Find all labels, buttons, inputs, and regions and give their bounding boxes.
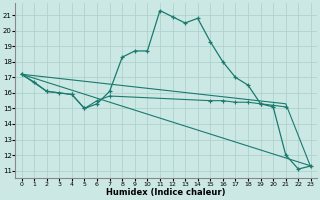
X-axis label: Humidex (Indice chaleur): Humidex (Indice chaleur) — [107, 188, 226, 197]
